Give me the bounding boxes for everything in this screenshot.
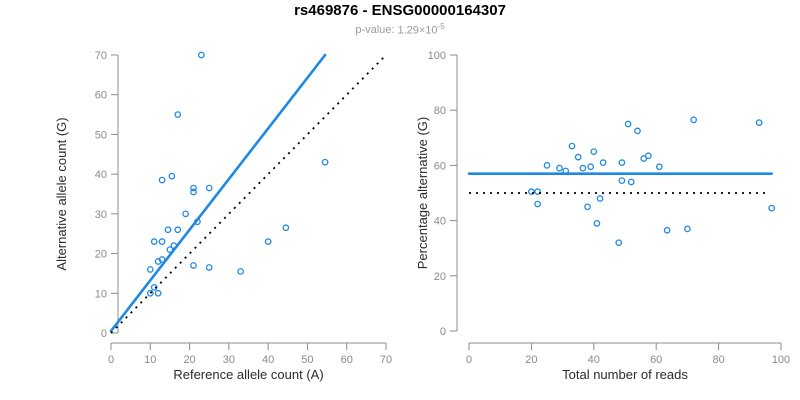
data-point	[593, 220, 601, 227]
data-point	[282, 224, 290, 232]
data-point	[534, 188, 541, 195]
x-tick-label: 100	[772, 354, 790, 366]
data-point	[205, 184, 213, 192]
y-tick-label: 40	[95, 169, 107, 181]
y-axis-title: Alternative allele count (G)	[54, 117, 69, 270]
data-point	[624, 120, 632, 128]
data-point	[321, 158, 329, 166]
y-axis-title: Percentage alternative (G)	[415, 117, 430, 269]
allele-count-scatter: 0 10 20 30 40 50 60 70 0 10 20 30 40 50 60 70 Reference …	[54, 50, 392, 382]
y-tick-label: 70	[95, 50, 107, 62]
data-point	[618, 177, 626, 184]
data-point	[579, 164, 587, 172]
data-point	[154, 258, 162, 265]
data-point	[645, 152, 652, 160]
y-tick-label: 10	[95, 288, 107, 300]
x-tick-label: 20	[525, 354, 537, 366]
data-point	[158, 176, 166, 184]
y-tick-label: 40	[434, 216, 446, 228]
data-point	[568, 142, 576, 150]
chart-header: rs469876 - ENSG00000164307 p-value: 1.29×…	[0, 2, 800, 38]
data-point	[634, 127, 641, 135]
y-tick-label: 60	[434, 160, 446, 172]
data-point	[174, 111, 182, 118]
data-point	[690, 116, 697, 124]
data-point	[158, 238, 166, 246]
x-tick-label: 40	[262, 354, 274, 366]
data-point	[146, 266, 154, 273]
x-tick-label: 40	[588, 354, 600, 366]
y-tick-label: 0	[440, 326, 446, 338]
x-axis-title: Reference allele count (A)	[173, 367, 323, 382]
data-point	[618, 159, 626, 166]
y-tick-label: 0	[101, 328, 107, 340]
data-point	[599, 159, 607, 166]
x-tick-label: 20	[183, 354, 195, 366]
data-point	[164, 226, 172, 234]
data-point	[182, 210, 189, 218]
data-point	[556, 164, 563, 172]
data-point	[198, 51, 205, 59]
data-point	[584, 203, 591, 211]
data-point	[190, 188, 197, 196]
data-point	[264, 238, 272, 246]
data-point	[768, 204, 775, 212]
fit-line	[109, 53, 327, 333]
data-point	[528, 188, 535, 195]
y-tick-label: 100	[428, 50, 446, 62]
x-axis-title: Total number of reads	[562, 367, 688, 382]
x-tick-label: 10	[144, 354, 156, 366]
data-point	[146, 289, 154, 297]
data-point	[154, 289, 162, 297]
x-tick-label: 0	[108, 354, 114, 366]
x-tick-label: 60	[650, 354, 662, 366]
data-point	[190, 262, 197, 269]
page-title: rs469876 - ENSG00000164307	[294, 2, 506, 19]
x-tick-label: 50	[301, 354, 313, 366]
y-tick-label: 20	[95, 249, 107, 261]
data-point	[587, 163, 595, 171]
y-tick-label: 30	[95, 209, 107, 221]
data-point	[684, 225, 691, 233]
data-point	[596, 195, 604, 202]
data-point	[543, 162, 551, 169]
pvalue-exponent: -5	[437, 21, 445, 31]
data-point	[205, 264, 213, 271]
x-tick-label: 80	[712, 354, 724, 366]
data-point	[655, 163, 663, 171]
data-point	[190, 184, 197, 192]
data-point	[237, 268, 244, 275]
pvalue-subtitle: p-value: 1.29×10-5	[0, 22, 800, 38]
x-tick-label: 70	[380, 354, 392, 366]
data-point	[590, 148, 598, 155]
data-point	[150, 238, 158, 246]
data-point	[755, 119, 763, 126]
y-tick-label: 50	[95, 129, 107, 141]
percentage-reads-scatter: 0 20 40 60 80 100 0 20 40 60 80 100 Total number of …	[415, 50, 790, 382]
pvalue-base: 1.29×10	[397, 24, 438, 37]
y-tick-label: 80	[434, 105, 446, 117]
data-point	[663, 226, 671, 234]
data-point	[640, 155, 648, 162]
data-point	[615, 239, 623, 247]
data-point	[168, 172, 176, 180]
y-tick-label: 60	[95, 90, 107, 102]
x-tick-label: 60	[341, 354, 353, 366]
x-tick-label: 0	[466, 354, 472, 366]
data-point	[534, 200, 541, 208]
data-point	[174, 226, 182, 234]
x-tick-label: 30	[223, 354, 235, 366]
data-point	[574, 153, 582, 161]
pvalue-label: p-value:	[355, 24, 395, 37]
y-tick-label: 20	[434, 271, 446, 283]
data-point	[627, 178, 635, 186]
